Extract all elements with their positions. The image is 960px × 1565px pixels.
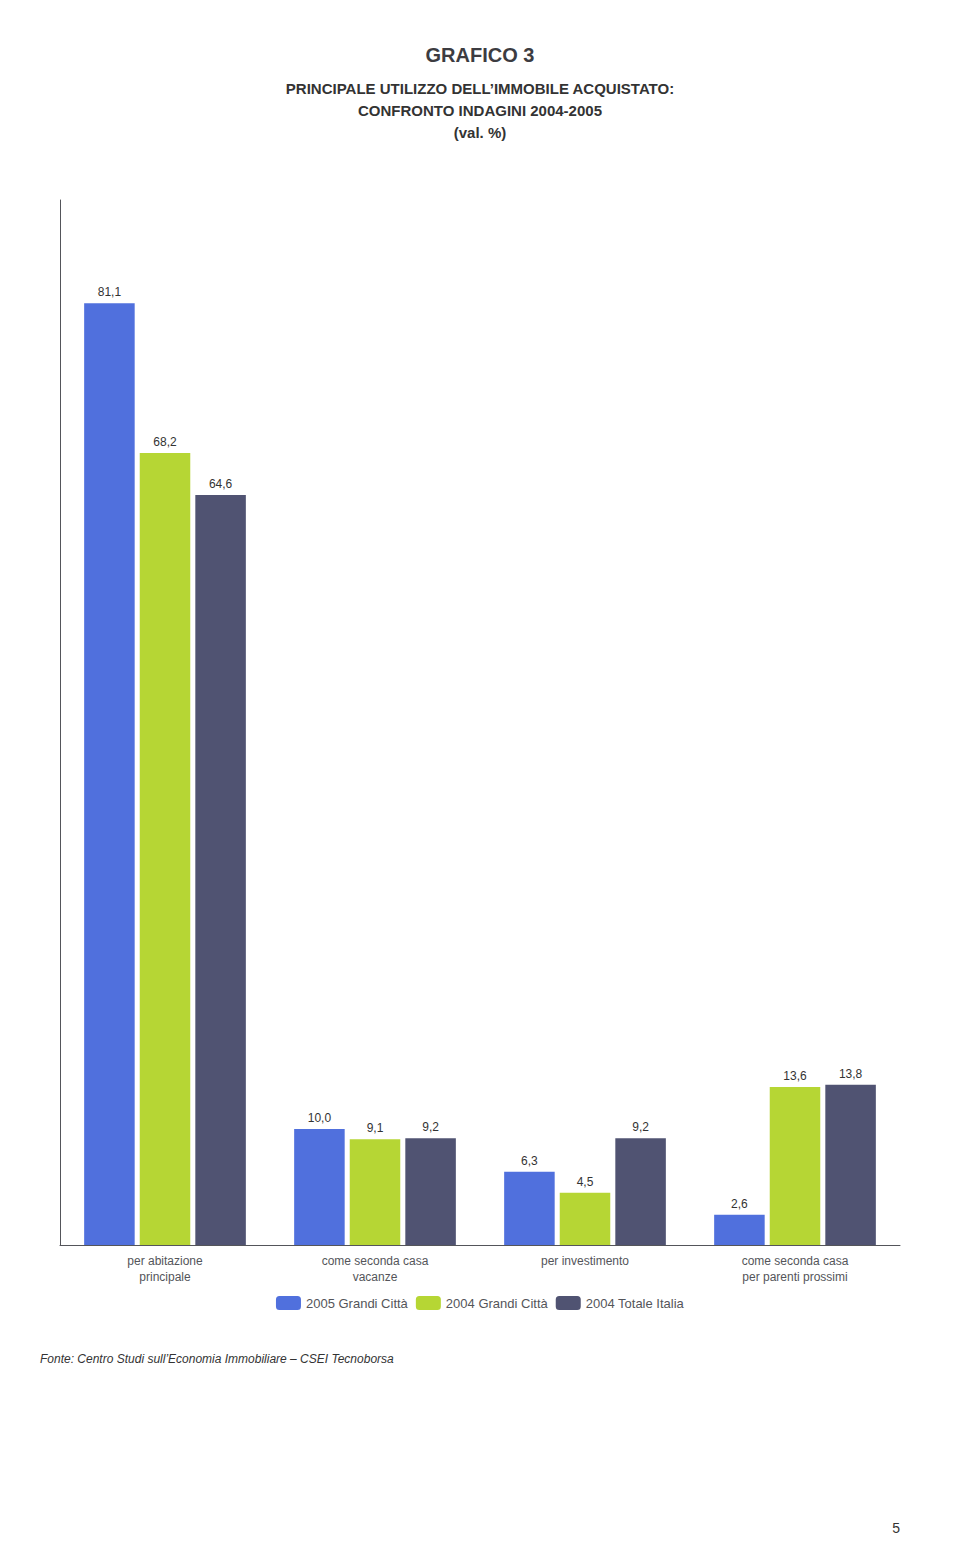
svg-text:GRAFICO 3: GRAFICO 3 <box>426 44 535 66</box>
svg-text:come seconda casa: come seconda casa <box>322 1254 429 1268</box>
svg-text:9,1: 9,1 <box>367 1121 384 1135</box>
svg-text:9,2: 9,2 <box>632 1120 649 1134</box>
svg-text:2004 Totale Italia: 2004 Totale Italia <box>586 1296 685 1311</box>
svg-text:5: 5 <box>892 1520 900 1536</box>
svg-text:4,5: 4,5 <box>577 1175 594 1189</box>
svg-text:(val. %): (val. %) <box>454 124 507 141</box>
svg-text:13,8: 13,8 <box>839 1067 863 1081</box>
svg-text:principale: principale <box>139 1270 191 1284</box>
svg-text:81,1: 81,1 <box>98 285 122 299</box>
svg-text:9,2: 9,2 <box>422 1120 439 1134</box>
svg-text:CONFRONTO INDAGINI 2004-2005: CONFRONTO INDAGINI 2004-2005 <box>358 102 602 119</box>
svg-text:PRINCIPALE UTILIZZO DELL’IMMOB: PRINCIPALE UTILIZZO DELL’IMMOBILE ACQUIS… <box>286 80 674 97</box>
svg-text:2005 Grandi Città: 2005 Grandi Città <box>306 1296 409 1311</box>
svg-text:per parenti prossimi: per parenti prossimi <box>742 1270 847 1284</box>
svg-text:13,6: 13,6 <box>783 1069 807 1083</box>
svg-text:2004 Grandi Città: 2004 Grandi Città <box>446 1296 549 1311</box>
svg-text:64,6: 64,6 <box>209 477 233 491</box>
svg-text:per abitazione: per abitazione <box>127 1254 203 1268</box>
svg-text:68,2: 68,2 <box>153 435 177 449</box>
svg-text:per investimento: per investimento <box>541 1254 629 1268</box>
svg-text:6,3: 6,3 <box>521 1154 538 1168</box>
svg-text:come seconda casa: come seconda casa <box>742 1254 849 1268</box>
svg-text:2,6: 2,6 <box>731 1197 748 1211</box>
svg-text:vacanze: vacanze <box>353 1270 398 1284</box>
svg-text:Fonte: Centro Studi sull’Econo: Fonte: Centro Studi sull’Economia Immobi… <box>40 1352 394 1366</box>
svg-text:10,0: 10,0 <box>308 1111 332 1125</box>
